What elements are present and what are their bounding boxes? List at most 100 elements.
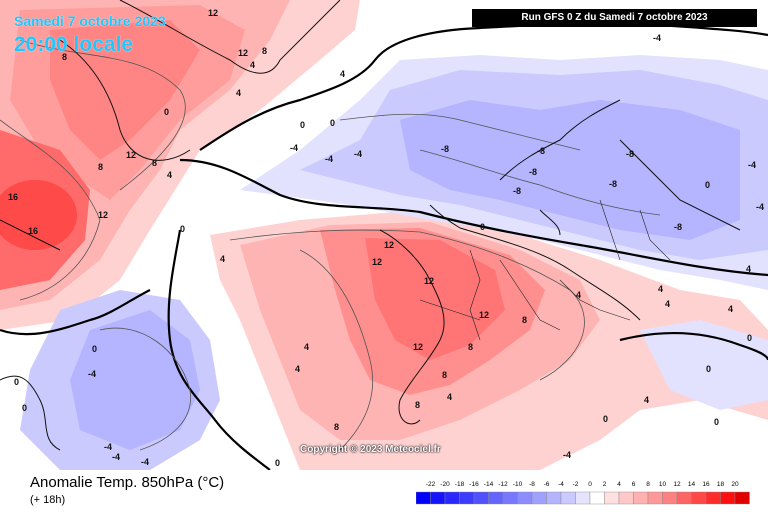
contour-label: -4 [290, 143, 298, 153]
contour-label: 12 [126, 150, 136, 160]
colorbar-tick: -20 [440, 481, 450, 488]
colorbar-swatch [734, 491, 750, 505]
contour-label: 12 [424, 276, 434, 286]
contour-label: -8 [609, 179, 617, 189]
contour-label: 4 [746, 264, 751, 274]
colorbar-tick: 20 [731, 481, 739, 488]
colorbar-swatch [546, 491, 562, 505]
colorbar-tick: -10 [513, 481, 523, 488]
colorbar-swatch [531, 491, 547, 505]
contour-label: 4 [665, 299, 670, 309]
contour-label: -4 [141, 457, 149, 467]
contour-label: 4 [340, 69, 345, 79]
warm-anomaly-greenland-core [50, 20, 200, 160]
contour-label: 0 [22, 403, 27, 413]
contour-label: 0 [714, 417, 719, 427]
colorbar-swatch [502, 491, 518, 505]
colorbar-ticks: -22 -20 -18 -16 -14 -12 -10 -8 -6 -4 -2 0 2 4 6 8 10 12 14… [426, 481, 739, 488]
contour-label: 4 [576, 290, 581, 300]
contour-label: -4 [112, 452, 120, 462]
country-borders [419, 199, 671, 341]
contour-label: 4 [644, 395, 649, 405]
contour-label: 12 [413, 342, 423, 352]
contour-label: 8 [334, 422, 339, 432]
colorbar-swatch [430, 491, 446, 505]
colorbar-swatch [676, 491, 692, 505]
contour-label: -4 [104, 442, 112, 452]
contour-label: 0 [330, 118, 335, 128]
contour-label: 4 [236, 88, 241, 98]
colorbar-tick: 14 [688, 481, 696, 488]
contour-label: -8 [513, 186, 521, 196]
colorbar-tick: -16 [469, 481, 479, 488]
contour-label: 8 [522, 315, 527, 325]
colorbar-tick: 8 [646, 481, 650, 488]
contour-label: 8 [442, 370, 447, 380]
contour-label: 0 [747, 333, 752, 343]
colorbar-swatch [633, 491, 649, 505]
contour-label: 4 [447, 392, 452, 402]
colorbar-swatch [416, 491, 431, 505]
contour-label: -4 [325, 154, 333, 164]
contour-label: 8 [468, 342, 473, 352]
colorbar-tick: 6 [632, 481, 636, 488]
colorbar-swatch [691, 491, 707, 505]
colorbar-tick: 12 [673, 481, 681, 488]
colorbar-tick: -8 [529, 481, 535, 488]
contour-label: 12 [384, 240, 394, 250]
contour-label: -8 [529, 167, 537, 177]
contour-label: 8 [152, 158, 157, 168]
contour-label: -8 [537, 146, 545, 156]
contour-lines [0, 39, 661, 451]
contour-label: 12 [372, 257, 382, 267]
colorbar-tick: -14 [484, 481, 494, 488]
contour-label: 8 [415, 400, 420, 410]
contour-label: -8 [674, 222, 682, 232]
contour-label: 4 [728, 304, 733, 314]
colorbar-swatch [560, 491, 576, 505]
colorbar-tick: -12 [498, 481, 508, 488]
cold-anomaly-scandinavia-core [400, 100, 740, 240]
contour-label: 12 [238, 48, 248, 58]
warm-anomaly-france-core [365, 238, 505, 360]
contour-label: 12 [479, 310, 489, 320]
colorbar-tick: -4 [558, 481, 564, 488]
contour-label: 0 [706, 364, 711, 374]
contour-label: 4 [295, 364, 300, 374]
contour-label: -4 [88, 369, 96, 379]
contour-label: 0 [480, 222, 485, 232]
anomaly-map: 12 8 12 8 4 4 0 4 12 8 8 4 16 12 16 0 4 0 0 -4 -4 -4 -8 -8 -8 -8-… [0, 0, 768, 470]
contour-label: 4 [250, 60, 255, 70]
colorbar-swatch [575, 491, 591, 505]
cold-anomaly-atlantic-core [70, 310, 200, 450]
colorbar-swatches [416, 491, 750, 505]
contour-label: 12 [98, 210, 108, 220]
colorbar-tick: 18 [717, 481, 725, 488]
colorbar-swatch [589, 491, 605, 505]
colorbar-swatch [459, 491, 475, 505]
colorbar-swatch [647, 491, 663, 505]
contour-label: -4 [354, 149, 362, 159]
colorbar-tick: 0 [588, 481, 592, 488]
contour-label: 4 [220, 254, 225, 264]
zero-contour-north [179, 158, 768, 277]
contour-label: 0 [92, 344, 97, 354]
coastlines [0, 0, 741, 451]
colorbar-tick: -6 [544, 481, 550, 488]
contour-label: 8 [98, 162, 103, 172]
warm-anomaly-core-16 [0, 180, 77, 250]
contour-label: 8 [62, 52, 67, 62]
colorbar-tick: 4 [617, 481, 621, 488]
contour-label: -8 [441, 144, 449, 154]
contour-label: 4 [167, 170, 172, 180]
colorbar-tick: 16 [702, 481, 710, 488]
colorbar-tick: -22 [426, 481, 436, 488]
colorbar-swatch [517, 491, 533, 505]
contour-label: 0 [180, 224, 185, 234]
contour-label: 0 [275, 458, 280, 468]
contour-label: -4 [748, 160, 756, 170]
contour-label: -4 [756, 202, 764, 212]
colorbar-tick: -2 [573, 481, 579, 488]
